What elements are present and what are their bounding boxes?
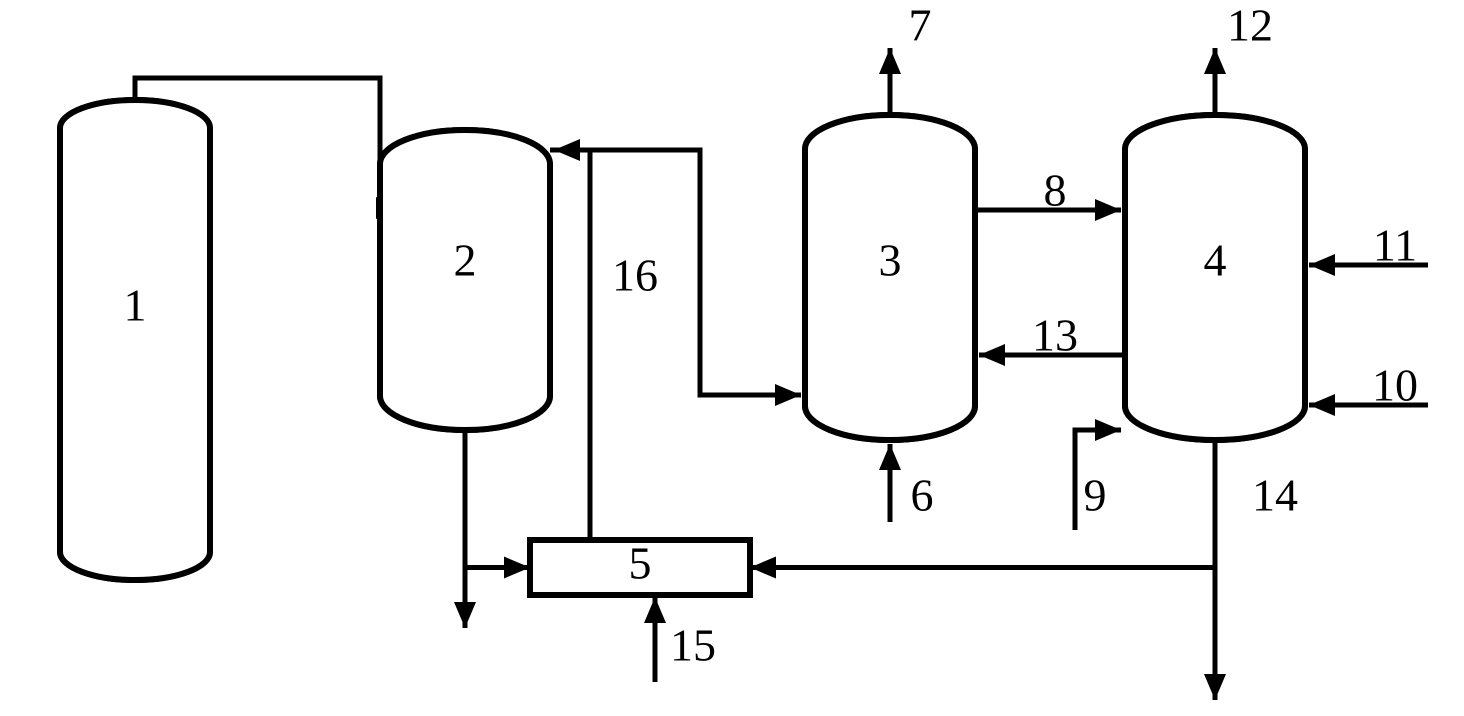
svg-text:12: 12 [1227,0,1273,51]
svg-text:5: 5 [629,538,652,589]
svg-text:4: 4 [1204,235,1227,286]
svg-text:13: 13 [1032,310,1078,361]
svg-text:1: 1 [124,280,147,331]
svg-text:8: 8 [1044,165,1067,216]
svg-text:2: 2 [454,235,477,286]
svg-text:11: 11 [1373,220,1417,271]
svg-text:10: 10 [1372,360,1418,411]
svg-text:3: 3 [879,235,902,286]
process-flow-diagram: 12345678910111213141516 [0,0,1464,716]
svg-text:14: 14 [1252,470,1298,521]
svg-text:15: 15 [670,620,716,671]
svg-text:7: 7 [909,0,932,51]
svg-text:16: 16 [612,250,658,301]
svg-text:6: 6 [911,470,934,521]
svg-text:9: 9 [1084,470,1107,521]
